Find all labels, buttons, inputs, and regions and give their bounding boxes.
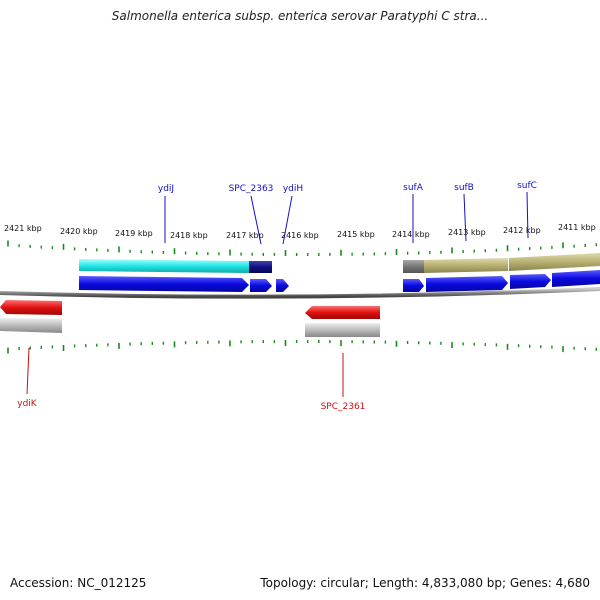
gene-label: SPC_2363 (229, 184, 274, 194)
gene-arrow-SPC_2363[interactable] (250, 279, 272, 292)
cog-segment (0, 318, 62, 333)
gene-label: ydiK (17, 399, 38, 409)
topology-text: Topology: circular; Length: 4,833,080 bp… (260, 576, 590, 590)
gene-leader-lines-top (164, 191, 529, 245)
kbp-label: 2419 kbp (115, 229, 153, 238)
cog-segment (305, 323, 380, 337)
kbp-label: 2416 kbp (281, 231, 319, 240)
genome-backbone (0, 287, 600, 299)
cog-band-forward (79, 253, 600, 273)
kbp-label: 2417 kbp (226, 231, 264, 240)
kbp-label: 2420 kbp (60, 227, 98, 236)
cog-segment (424, 258, 508, 273)
gene-labels-top: ydiJ SPC_2363 ydiH sufA sufB sufC (158, 181, 537, 194)
gene-label: sufB (454, 183, 474, 193)
cog-segment (403, 260, 424, 273)
gene-arrow-ydiJ[interactable] (79, 276, 249, 292)
kbp-label: 2413 kbp (448, 228, 486, 237)
gene-arrow-sufB[interactable] (426, 276, 508, 292)
gene-arrow-sufA[interactable] (403, 279, 424, 292)
gene-arrow-ydiH[interactable] (276, 279, 289, 292)
gene-leader-lines-bottom (26, 347, 344, 397)
cog-segment (79, 259, 249, 273)
gene-label: ydiJ (158, 184, 174, 194)
gene-label: SPC_2361 (321, 402, 366, 412)
kbp-labels: 2421 kbp 2420 kbp 2419 kbp 2418 kbp 2417… (4, 223, 596, 240)
accession-text: Accession: NC_012125 (10, 576, 147, 590)
tick-row-bottom (7, 340, 597, 354)
kbp-label: 2414 kbp (392, 230, 430, 239)
forward-genes (79, 270, 600, 292)
cog-segment (249, 261, 272, 273)
gene-arrow-SPC_2361[interactable] (305, 306, 380, 319)
gene-arrow-sufC[interactable] (510, 274, 551, 289)
cog-segment (509, 253, 600, 271)
gene-label: sufA (403, 183, 424, 193)
kbp-label: 2411 kbp (558, 223, 596, 232)
kbp-label: 2421 kbp (4, 224, 42, 233)
reverse-genes (0, 300, 380, 319)
gene-labels-bottom: ydiK SPC_2361 (17, 399, 365, 412)
gene-arrow-ydiK[interactable] (0, 300, 62, 315)
gene-label: ydiH (283, 184, 303, 194)
gene-arrow[interactable] (552, 270, 600, 287)
kbp-label: 2418 kbp (170, 231, 208, 240)
kbp-label: 2415 kbp (337, 230, 375, 239)
tick-row-top (7, 240, 597, 256)
gene-label: sufC (517, 181, 537, 191)
kbp-label: 2412 kbp (503, 226, 541, 235)
cog-band-reverse (0, 318, 380, 337)
map-title: Salmonella enterica subsp. enterica sero… (111, 9, 489, 23)
